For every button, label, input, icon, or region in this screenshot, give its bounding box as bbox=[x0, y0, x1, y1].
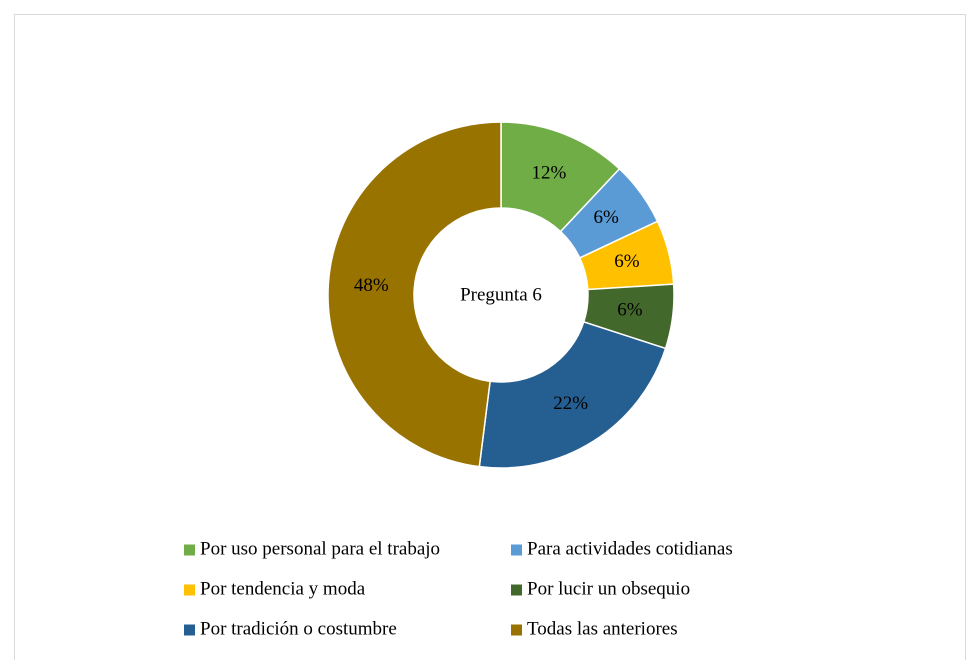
data-label: 22% bbox=[553, 393, 588, 414]
legend-label: Por tradición o costumbre bbox=[200, 618, 397, 639]
data-label: 12% bbox=[531, 162, 566, 183]
data-label: 6% bbox=[617, 300, 643, 321]
data-label: 6% bbox=[594, 207, 620, 228]
legend-swatch bbox=[511, 624, 522, 636]
donut-segment bbox=[478, 320, 667, 469]
legend-swatch bbox=[511, 544, 522, 556]
legend-swatch bbox=[511, 584, 522, 596]
legend-label: Por uso personal para el trabajo bbox=[200, 538, 440, 559]
legend-swatch bbox=[184, 584, 195, 596]
legend-swatch bbox=[184, 544, 195, 556]
legend-label: Por tendencia y moda bbox=[200, 578, 366, 599]
data-label: 6% bbox=[614, 251, 640, 272]
chart-frame bbox=[14, 14, 966, 660]
donut-segment bbox=[327, 121, 502, 468]
legend-swatch bbox=[184, 624, 195, 636]
legend-label: Para actividades cotidianas bbox=[527, 538, 733, 559]
data-label: 48% bbox=[354, 275, 389, 296]
legend-label: Por lucir un obsequio bbox=[527, 578, 690, 599]
legend-label: Todas las anteriores bbox=[527, 618, 678, 639]
chart-title: Pregunta 6 bbox=[460, 284, 542, 305]
